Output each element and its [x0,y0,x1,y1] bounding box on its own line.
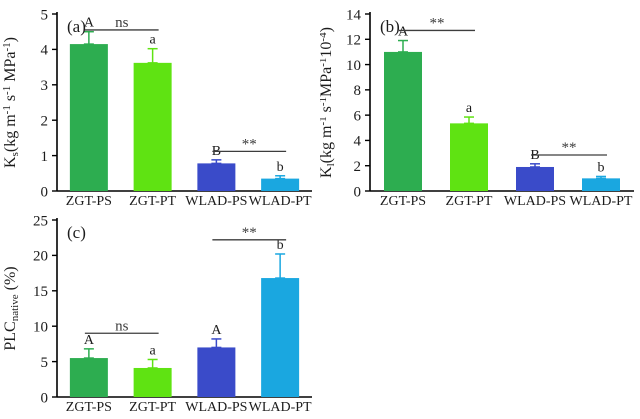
error-bar-wlad-pt [596,175,606,180]
significance-label: ** [242,136,257,152]
y-axis-title: Ks(kg m-1 s-1 MPa-1) [1,37,21,168]
x-category-label: WLAD-PS [185,194,247,209]
significance-label: ** [242,225,257,241]
bar-wlad-ps [516,166,554,191]
y-tick-label: 10 [33,319,48,335]
panel-label: (a) [67,17,86,36]
error-bar-zgt-pt [147,358,158,369]
x-category-label: WLAD-PS [504,194,566,209]
y-axis-title: PLCnative (%) [2,266,21,350]
y-tick-label: 20 [33,249,48,265]
x-category-label: ZGT-PT [446,194,493,209]
letter-annotation: b [277,160,284,175]
y-tick-label: 5 [41,7,49,23]
y-tick-label: 4 [41,43,49,59]
bar-zgt-ps [384,51,422,191]
x-category-label: WLAD-PT [570,194,633,209]
y-tick-label: 14 [346,7,362,23]
y-tick-label: 0 [41,184,49,200]
y-tick-label: 10 [346,58,361,74]
letter-annotation: A [398,25,409,40]
letter-annotation: a [150,33,157,48]
bar-zgt-ps [69,358,108,397]
y-tick-label: 5 [41,355,49,371]
bar-wlad-ps [197,347,236,397]
y-tick-label: 0 [354,184,362,200]
y-tick-label: 0 [41,390,49,406]
significance-label: ns [115,318,129,334]
chart-panel-c: 0 5 10 15 20 25 PLCnative (%) A ZGT-PS a ZGT-PT A WL… [0,210,320,419]
y-tick-label: 2 [41,113,49,129]
x-category-label: ZGT-PS [66,400,112,415]
bar-wlad-pt [261,178,300,191]
significance-label: ns [115,15,129,31]
bar-wlad-pt [582,178,620,191]
bar-wlad-ps [197,163,236,191]
chart-svg-b: 0 2 4 6 8 10 12 14 Kl(kg m-1 s-1MPa-110-4) A ZGT-P… [317,7,634,209]
error-bar-wlad-pt [275,253,286,279]
chart-panel-a: 0 1 2 3 4 5 Ks(kg m-1 s-1 MPa-1) A ZGT-PS a ZGT-PT… [0,0,320,210]
significance-label: ** [430,15,445,31]
y-tick-label: 25 [33,213,48,229]
bar-zgt-pt [133,367,172,397]
letter-annotation: A [84,333,95,348]
bar-zgt-pt [450,123,488,191]
error-bar-wlad-pt [275,175,286,180]
y-tick-label: 1 [41,149,49,165]
letter-annotation: b [598,160,605,175]
chart-svg-c: 0 5 10 15 20 25 PLCnative (%) A ZGT-PS a ZGT-PT A WL… [2,213,312,415]
letter-annotation: a [466,101,473,116]
bar-zgt-pt [133,62,172,191]
y-axis-title: Kl(kg m-1 s-1MPa-110-4) [320,27,337,178]
y-tick-label: 4 [354,134,362,150]
error-bar-zgt-pt [464,116,474,125]
bar-wlad-pt [261,278,300,397]
error-bar-zgt-ps [398,39,408,53]
x-category-label: ZGT-PT [129,194,176,209]
y-tick-label: 3 [41,78,49,94]
error-bar-wlad-ps [530,163,540,168]
y-tick-label: 12 [346,33,361,49]
panel-label: (b) [380,17,400,36]
x-category-label: ZGT-PT [129,400,176,415]
y-tick-label: 2 [354,159,362,175]
error-bar-wlad-ps [211,338,222,349]
error-bar-zgt-pt [147,47,158,64]
y-tick-label: 8 [354,83,362,99]
x-category-label: ZGT-PS [380,194,426,209]
significance-label: ** [562,140,577,156]
error-bar-zgt-ps [83,30,94,45]
error-bar-zgt-ps [83,348,94,359]
error-bar-wlad-ps [211,159,222,165]
letter-annotation: a [150,343,157,358]
x-category-label: WLAD-PT [249,400,312,415]
chart-panel-b: 0 2 4 6 8 10 12 14 Kl(kg m-1 s-1MPa-110-4) A ZGT-P… [317,0,640,210]
x-category-label: WLAD-PT [249,194,312,209]
x-category-label: WLAD-PS [185,400,247,415]
x-category-label: ZGT-PS [66,194,112,209]
y-tick-label: 6 [354,108,362,124]
y-tick-label: 15 [33,284,48,300]
bar-zgt-ps [69,44,108,192]
letter-annotation: b [277,238,284,253]
letter-annotation: A [211,323,222,338]
panel-label: (c) [67,223,86,242]
letter-annotation: A [84,16,95,31]
chart-svg-a: 0 1 2 3 4 5 Ks(kg m-1 s-1 MPa-1) A ZGT-PS a ZGT-PT… [1,7,312,209]
